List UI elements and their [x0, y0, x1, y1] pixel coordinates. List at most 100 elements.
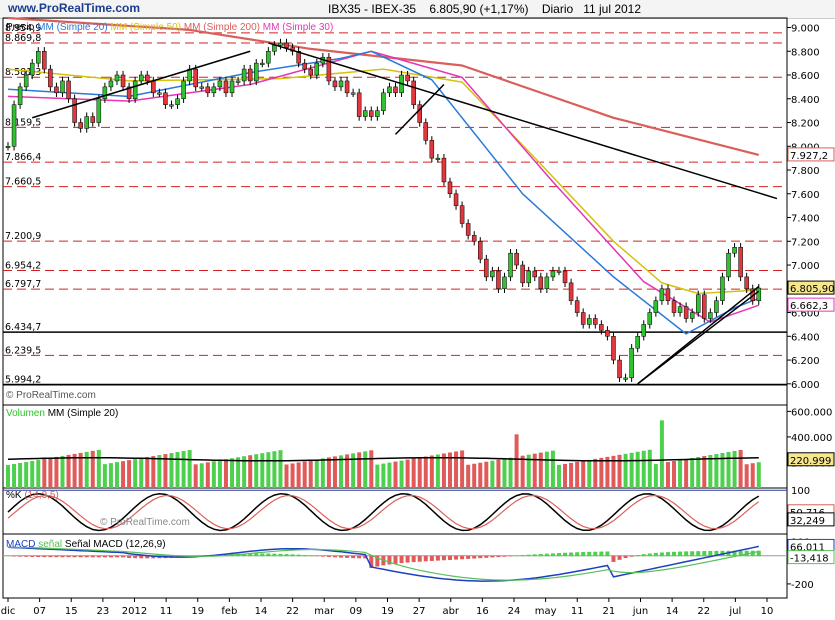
- level-label: 8.954,9: [5, 23, 41, 34]
- candle: [447, 181, 453, 195]
- candle: [459, 205, 465, 224]
- volume-bar: [672, 461, 677, 488]
- volume-bar: [556, 464, 561, 488]
- price-tick-label: 8.400: [791, 95, 820, 106]
- volume-bar: [296, 462, 301, 488]
- price-tick-label: 6.600: [791, 309, 820, 320]
- volume-bar: [54, 456, 59, 488]
- stoch-watermark: © ProRealTime.com: [100, 517, 190, 528]
- macd-histogram-bar: [24, 555, 29, 557]
- candle: [587, 318, 592, 325]
- candle: [756, 287, 762, 301]
- date: 11 jul 2012: [583, 2, 642, 16]
- macd-histogram-bar: [405, 555, 410, 563]
- candle: [611, 336, 616, 361]
- volume-bar: [266, 452, 271, 488]
- candle: [435, 157, 441, 160]
- macd-histogram-bar: [78, 555, 83, 558]
- candle: [96, 98, 102, 123]
- candle: [60, 80, 65, 94]
- volume-bar: [284, 464, 289, 488]
- candle: [199, 86, 204, 89]
- macd-histogram-bar: [496, 555, 501, 558]
- candle: [266, 51, 271, 64]
- volume-bar: [684, 459, 689, 488]
- candle: [683, 306, 689, 319]
- macd-histogram-bar: [563, 552, 568, 557]
- macd-histogram-bar: [72, 555, 77, 558]
- volume-bar: [96, 449, 101, 488]
- macd-last-box: [787, 550, 835, 565]
- candle: [381, 92, 386, 111]
- level-label: 6.239,5: [5, 345, 41, 356]
- macd-histogram-bar: [490, 555, 495, 558]
- candle: [574, 300, 580, 313]
- volume-bar: [66, 454, 71, 488]
- volume-bar: [454, 451, 459, 488]
- volume-bar: [690, 458, 695, 488]
- volume-bar: [339, 455, 344, 488]
- candle: [702, 294, 707, 319]
- candle: [132, 80, 138, 100]
- volume-bar: [114, 462, 119, 488]
- brand-logo[interactable]: www.ProRealTime.com: [8, 1, 141, 15]
- macd-histogram-bar: [284, 554, 289, 557]
- volume-bar: [24, 461, 29, 488]
- macd-histogram-bar: [332, 555, 337, 558]
- candle: [211, 86, 217, 94]
- candle: [484, 258, 489, 278]
- volume-bar: [6, 465, 10, 488]
- volume-bar: [223, 459, 228, 488]
- candle: [223, 80, 229, 94]
- x-tick-label: jun: [632, 606, 648, 617]
- candle: [653, 300, 659, 313]
- candle: [90, 116, 96, 123]
- macd-histogram-bar: [514, 555, 519, 557]
- volume-bar: [193, 464, 198, 488]
- chart-frame: [2, 17, 788, 599]
- vol-tick-label: 600.000: [791, 407, 832, 418]
- macd-histogram-bar: [665, 552, 670, 557]
- candle: [429, 140, 435, 159]
- macd-histogram-bar: [647, 553, 652, 557]
- stoch-tick-label: 100: [791, 486, 810, 497]
- macd-histogram-bar: [635, 555, 640, 557]
- candle: [23, 74, 29, 88]
- volume-bar: [139, 458, 144, 488]
- volume-bar: [575, 461, 580, 488]
- volume-bar: [514, 434, 519, 488]
- last-value-sma200: 7.927,2: [790, 151, 828, 162]
- candle: [641, 324, 646, 337]
- candle: [647, 312, 653, 325]
- x-tick-label: 2012: [122, 606, 147, 617]
- volume-bar: [417, 457, 422, 488]
- volume-bar: [569, 462, 574, 488]
- candle: [720, 276, 725, 301]
- macd-histogram-bar: [447, 555, 452, 560]
- macd-histogram-bar: [441, 555, 446, 561]
- macd-histogram-bar: [538, 554, 543, 557]
- volume-bar: [326, 457, 331, 488]
- volume-bar: [587, 459, 592, 488]
- volume-bar: [72, 453, 77, 488]
- candle: [526, 270, 531, 284]
- x-tick-label: may: [535, 606, 557, 617]
- candle: [169, 104, 174, 107]
- volume-legend: Volumen MM (Simple 20): [6, 408, 118, 419]
- volume-bar: [260, 453, 265, 488]
- watermark: © ProRealTime.com: [6, 390, 96, 401]
- last-value-box: [787, 297, 835, 312]
- macd-histogram-bar: [30, 555, 35, 557]
- macd-histogram-bar: [260, 553, 265, 557]
- volume-bar: [750, 463, 755, 488]
- macd-histogram-bar: [544, 553, 549, 557]
- candle: [241, 68, 247, 82]
- volume-bar: [466, 464, 471, 488]
- candle: [490, 270, 495, 278]
- volume-bar: [581, 460, 586, 488]
- level-label: 7.200,9: [5, 231, 41, 242]
- last-price: 6.805,90: [429, 2, 477, 16]
- macd-histogram-bar: [339, 555, 344, 558]
- volume-bar: [169, 453, 174, 488]
